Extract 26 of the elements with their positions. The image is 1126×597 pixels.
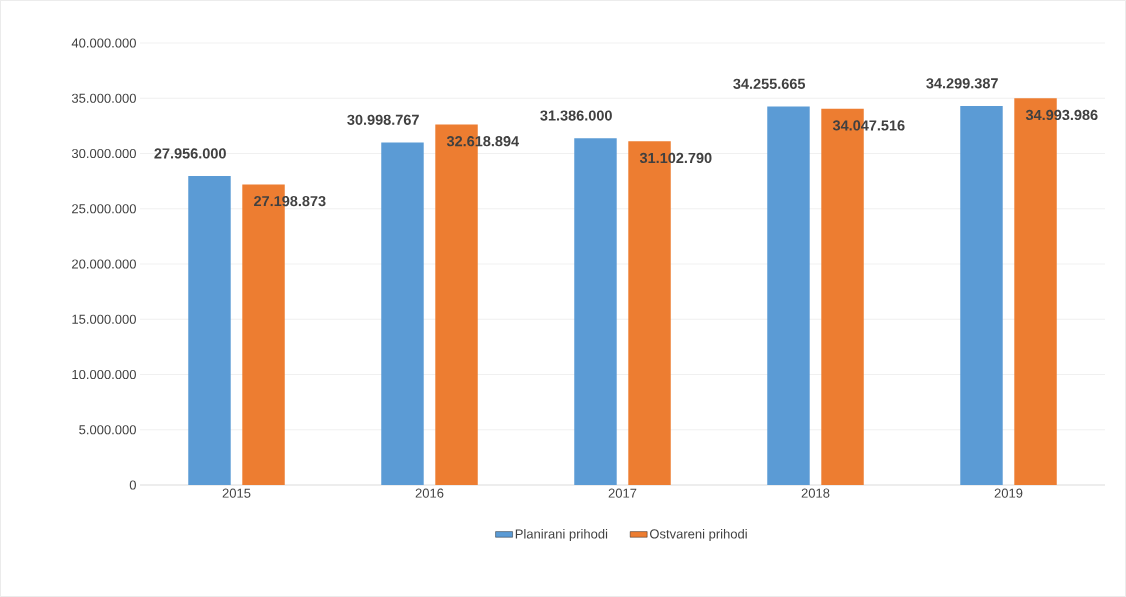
bar: [767, 106, 810, 485]
data-label: 30.998.767: [347, 114, 419, 125]
x-tick-label: 2015: [222, 488, 251, 498]
y-tick-label: 5.000.000: [79, 425, 136, 435]
bar: [188, 176, 231, 485]
bar: [574, 138, 617, 485]
data-label: 31.386.000: [540, 110, 612, 121]
data-label: 34.299.387: [926, 78, 998, 89]
y-tick-label: 40.000.000: [71, 38, 136, 48]
y-tick-label: 0: [129, 480, 136, 490]
x-tick-label: 2018: [801, 488, 830, 498]
y-tick-label: 10.000.000: [72, 369, 136, 380]
legend-label: Planirani prihodi: [515, 528, 608, 542]
y-tick-label: 15.000.000: [72, 314, 136, 324]
data-label: 27.956.000: [154, 148, 226, 159]
x-tick-label: 2017: [608, 488, 637, 498]
x-tick-label: 2016: [415, 488, 444, 498]
bar: [381, 142, 424, 485]
bar: [960, 105, 1003, 485]
data-label: 34.255.665: [733, 78, 806, 89]
y-tick-label: 30.000.000: [71, 148, 136, 159]
y-tick-label: 25.000.000: [72, 204, 136, 214]
y-tick-label: 35.000.000: [71, 93, 136, 103]
y-tick-label: 20.000.000: [72, 259, 136, 269]
x-tick-label: 2019: [994, 488, 1023, 498]
legend-label: Ostvareni prihodi: [649, 528, 747, 542]
